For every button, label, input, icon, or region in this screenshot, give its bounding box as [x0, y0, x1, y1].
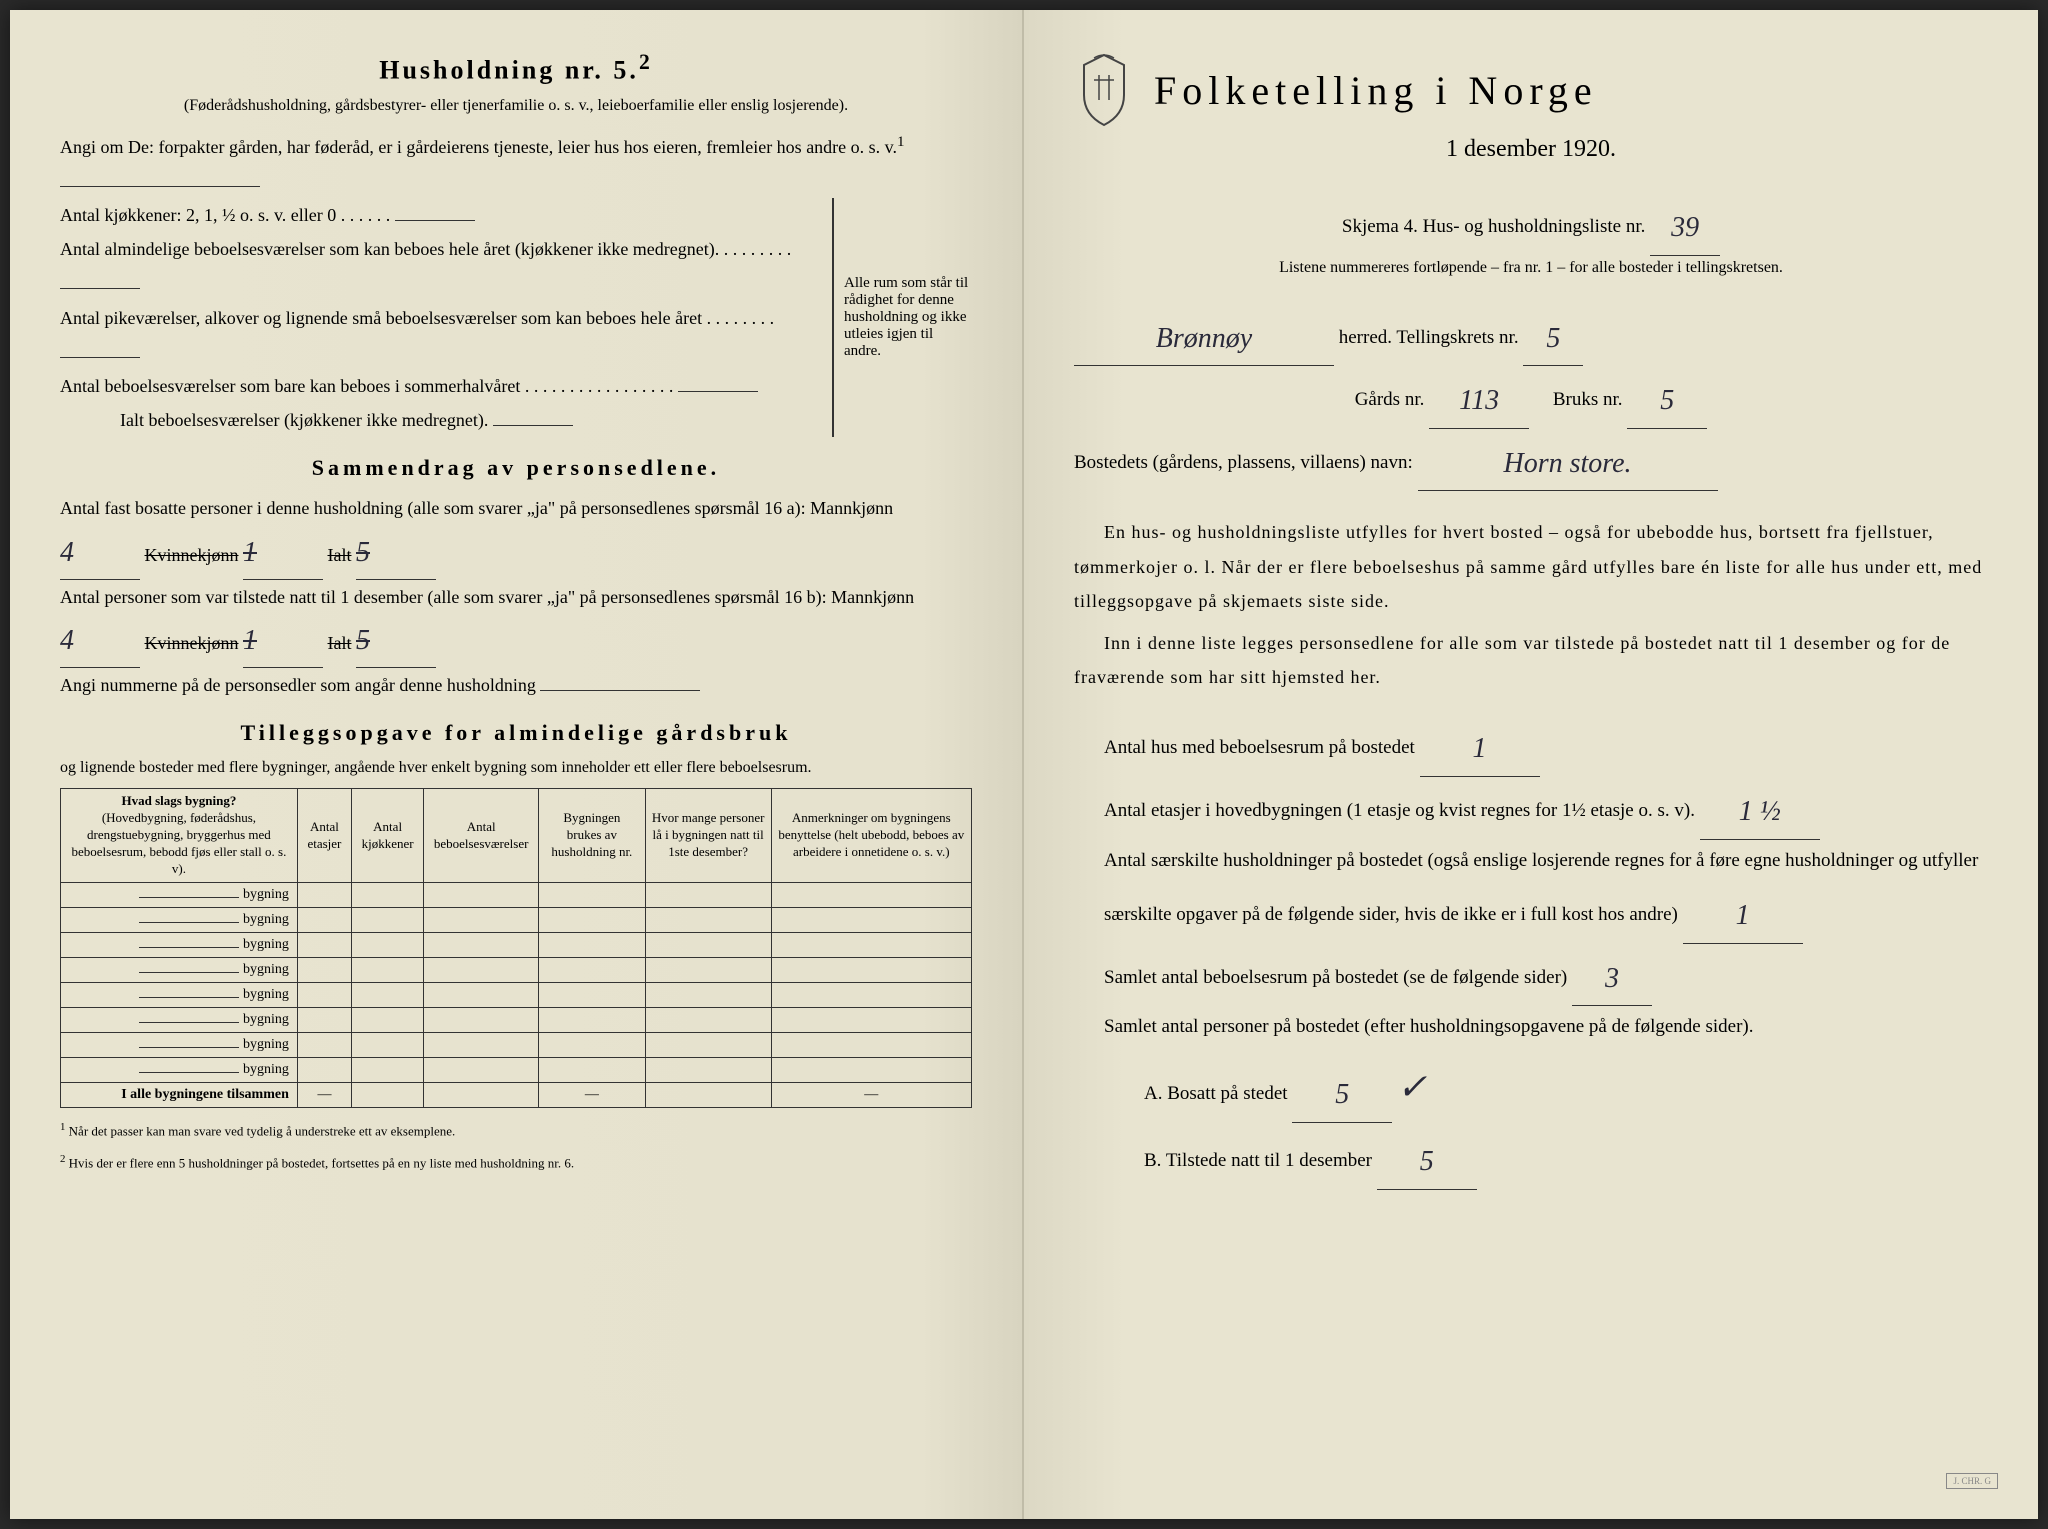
qB-line: B. Tilstede natt til 1 desember 5 — [1144, 1127, 1988, 1190]
gards-line: Gårds nr. 113 Bruks nr. 5 — [1074, 366, 1988, 429]
table-row: bygning — [61, 1057, 972, 1082]
household-heading: Husholdning nr. 5.2 — [60, 50, 972, 86]
heading-sub: (Føderådshusholdning, gårdsbestyrer- ell… — [60, 94, 972, 118]
section3-heading: Tilleggsopgave for almindelige gårdsbruk — [60, 720, 972, 746]
skjema-line: Skjema 4. Hus- og husholdningsliste nr. … — [1074, 193, 1988, 256]
listene-note: Listene nummereres fortløpende – fra nr.… — [1074, 256, 1988, 280]
table-row: bygning — [61, 957, 972, 982]
table-body: bygning bygning bygning bygning bygning … — [61, 882, 972, 1107]
footnote-2: 2 Hvis der er flere enn 5 husholdninger … — [60, 1152, 972, 1173]
table-row: bygning — [61, 907, 972, 932]
para1: En hus- og husholdningsliste utfylles fo… — [1074, 515, 1988, 618]
para2: Inn i denne liste legges personsedlene f… — [1074, 626, 1988, 694]
table-row: bygning — [61, 982, 972, 1007]
th6: Hvor mange personer lå i bygningen natt … — [645, 789, 771, 882]
table-row: bygning — [61, 882, 972, 907]
rooms3-line: Antal beboelsesværelser som bare kan beb… — [60, 369, 822, 403]
s2-line1: Antal fast bosatte personer i denne hush… — [60, 491, 972, 579]
left-page: Husholdning nr. 5.2 (Føderådshusholdning… — [10, 10, 1024, 1519]
table-row: bygning — [61, 1007, 972, 1032]
table-total-row: I alle bygningene tilsammen——— — [61, 1082, 972, 1107]
angi-line: Angi om De: forpakter gården, har føderå… — [60, 128, 972, 198]
q3-line: Antal særskilte husholdninger på bostede… — [1104, 840, 1988, 944]
q5-line: Samlet antal personer på bostedet (efter… — [1104, 1006, 1988, 1048]
th7: Anmerkninger om bygningens benyttelse (h… — [771, 789, 971, 882]
table-row: bygning — [61, 932, 972, 957]
q4-line: Samlet antal beboelsesrum på bostedet (s… — [1104, 944, 1988, 1007]
total-rooms-line: Ialt beboelsesværelser (kjøkkener ikke m… — [120, 403, 822, 437]
checkmark-icon: ✓ — [1397, 1067, 1427, 1107]
table-row: bygning — [61, 1032, 972, 1057]
heading-sup: 2 — [639, 50, 653, 74]
building-table: Hvad slags bygning?(Hovedbygning, føderå… — [60, 788, 972, 1107]
q2-line: Antal etasjer i hovedbygningen (1 etasje… — [1104, 777, 1988, 840]
footnote-1: 1 Når det passer kan man svare ved tydel… — [60, 1120, 972, 1141]
th4: Antal beboelsesværelser — [424, 789, 539, 882]
th5: Bygningen brukes av husholdning nr. — [539, 789, 646, 882]
brace-note: Alle rum som står til rådighet for denne… — [832, 198, 972, 437]
heading-text: Husholdning nr. 5. — [379, 56, 639, 85]
corner-stamp: J. CHR. G — [1946, 1473, 1998, 1489]
herred-line: Brønnøy herred. Tellingskrets nr. 5 — [1074, 304, 1988, 367]
s2-line3: Angi nummerne på de personsedler som ang… — [60, 668, 972, 702]
rooms-block: Antal kjøkkener: 2, 1, ½ o. s. v. eller … — [60, 198, 972, 437]
s2-line2: Antal personer som var tilstede natt til… — [60, 580, 972, 668]
qA-line: A. Bosatt på stedet 5 ✓ — [1144, 1048, 1988, 1127]
title-row: Folketelling i Norge — [1074, 50, 1988, 130]
th2: Antal etasjer — [297, 789, 351, 882]
right-page: Folketelling i Norge 1 desember 1920. Sk… — [1024, 10, 2038, 1519]
section3-sub: og lignende bosteder med flere bygninger… — [60, 756, 972, 780]
document-spread: Husholdning nr. 5.2 (Føderådshusholdning… — [10, 10, 2038, 1519]
q1-line: Antal hus med beboelsesrum på bostedet 1 — [1104, 714, 1988, 777]
kitchens-line: Antal kjøkkener: 2, 1, ½ o. s. v. eller … — [60, 198, 822, 232]
rooms2-line: Antal pikeværelser, alkover og lignende … — [60, 301, 822, 369]
main-title: Folketelling i Norge — [1154, 67, 1988, 114]
th3: Antal kjøkkener — [352, 789, 424, 882]
section2-heading: Sammendrag av personsedlene. — [60, 455, 972, 481]
coat-of-arms-icon — [1074, 50, 1134, 130]
date-subtitle: 1 desember 1920. — [1074, 136, 1988, 163]
bosted-line: Bostedets (gårdens, plassens, villaens) … — [1074, 429, 1988, 492]
rooms1-line: Antal almindelige beboelsesværelser som … — [60, 232, 822, 300]
th1: Hvad slags bygning?(Hovedbygning, føderå… — [61, 789, 298, 882]
